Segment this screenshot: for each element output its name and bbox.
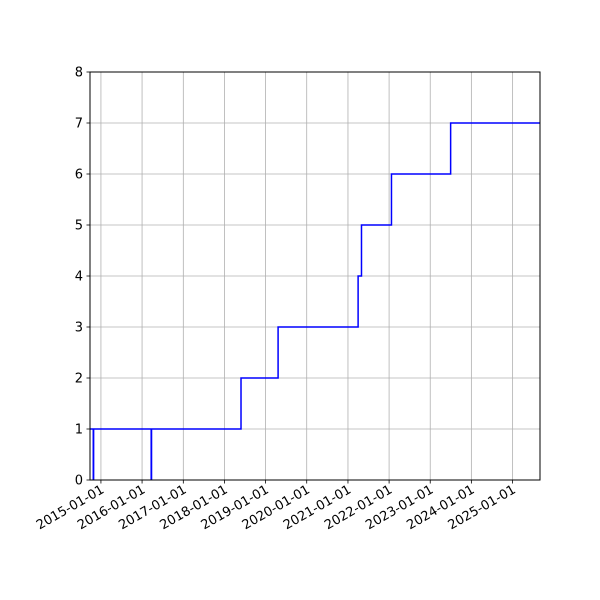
series-layer xyxy=(90,122,540,480)
y-tick-label: 7 xyxy=(75,117,83,132)
y-tick-label: 3 xyxy=(75,321,83,336)
series-line xyxy=(90,122,540,480)
y-tick-label: 4 xyxy=(75,270,83,285)
y-tick-label: 5 xyxy=(75,219,83,234)
y-tick-label: 2 xyxy=(75,372,83,387)
y-tick-label: 8 xyxy=(75,66,83,81)
y-tick-label: 6 xyxy=(75,168,83,183)
y-tick-label: 0 xyxy=(75,474,83,489)
y-tick-labels: 0 1 2 3 4 5 6 7 8 xyxy=(75,66,83,489)
axis-ticks xyxy=(86,71,514,484)
y-tick-label: 1 xyxy=(75,423,83,438)
plot-frame xyxy=(89,71,541,481)
